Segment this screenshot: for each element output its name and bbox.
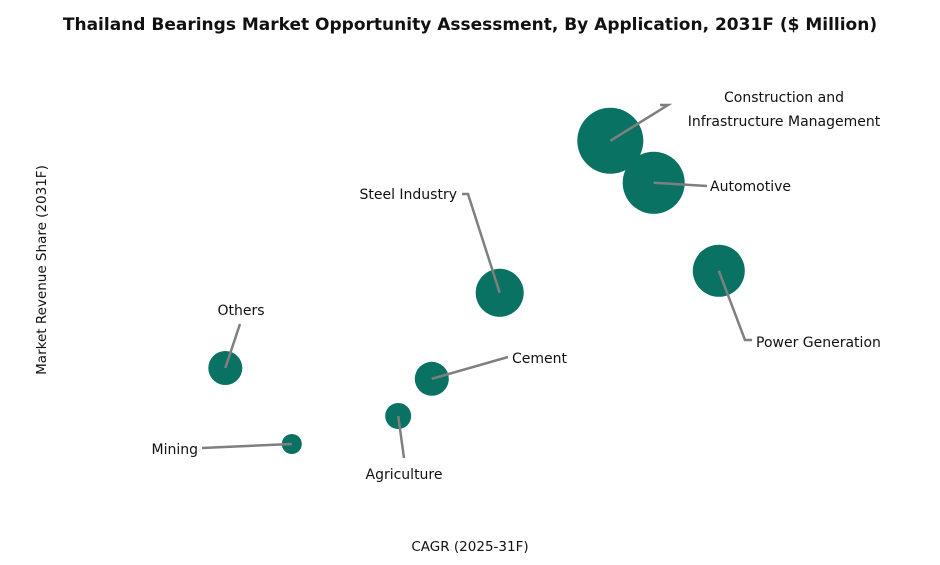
bubble-label-automotive: Automotive xyxy=(710,179,791,195)
bubble-label-power-generation: Power Generation xyxy=(756,335,881,351)
x-axis-label: CAGR (2025-31F) xyxy=(411,539,528,555)
bubble-label-mining: Mining xyxy=(152,442,199,458)
leader-line-power-generation xyxy=(717,270,752,342)
bubble-label-steel-industry: Steel Industry xyxy=(359,187,457,203)
bubble-label-cement: Cement xyxy=(512,351,568,367)
chart-title: Thailand Bearings Market Opportunity Ass… xyxy=(63,15,877,35)
bubble-label-construction-and-infrastructure-management: Infrastructure Management xyxy=(688,114,881,130)
leader-line-automotive xyxy=(653,181,708,188)
bubble-label-others: Others xyxy=(217,303,264,319)
leader-line-construction-and-infrastructure-management xyxy=(609,103,673,142)
leader-line-steel-industry xyxy=(462,192,501,294)
y-axis-label: Market Revenue Share (2031F) xyxy=(34,165,50,375)
bubble-label-construction-and-infrastructure-management: Construction and xyxy=(724,90,844,106)
leader-line-agriculture xyxy=(396,415,406,459)
leader-line-cement xyxy=(431,355,509,381)
bubble-label-agriculture: Agriculture xyxy=(366,467,443,483)
leader-line-mining xyxy=(201,442,292,450)
leader-line-others xyxy=(224,323,242,369)
